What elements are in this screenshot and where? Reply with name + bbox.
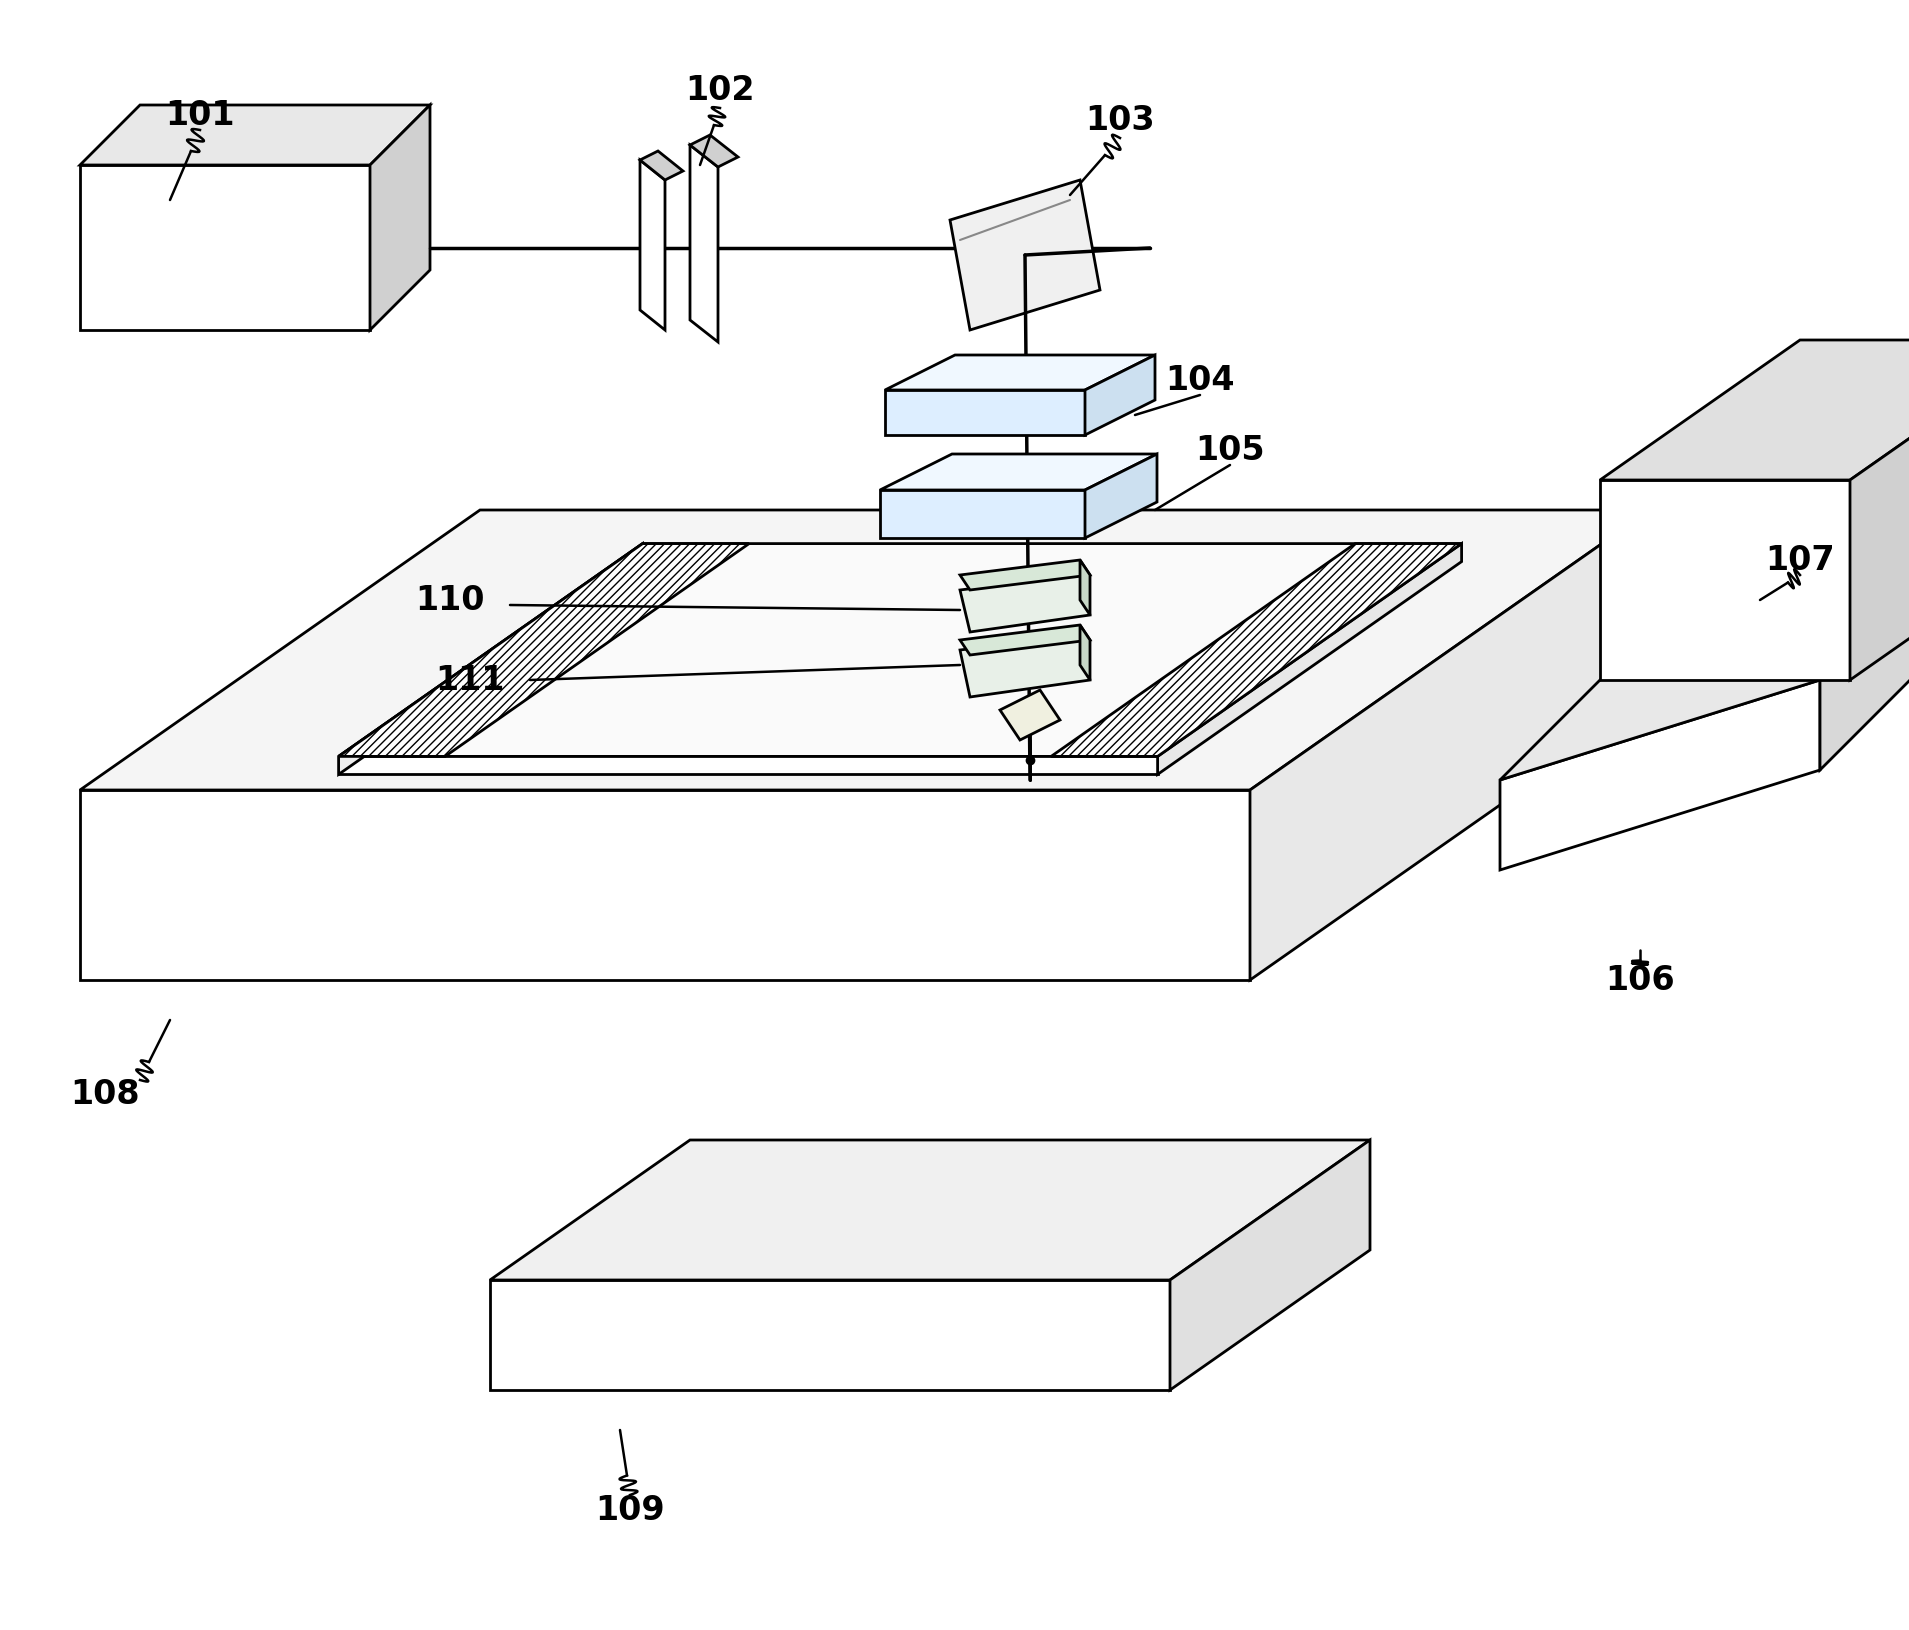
Polygon shape [960, 624, 1090, 655]
Polygon shape [1084, 355, 1155, 435]
Polygon shape [1052, 543, 1462, 756]
Text: 104: 104 [1164, 363, 1235, 396]
Polygon shape [1080, 624, 1090, 680]
Polygon shape [689, 135, 739, 166]
Text: 102: 102 [685, 73, 754, 106]
Polygon shape [491, 1139, 1371, 1280]
Polygon shape [1500, 680, 1819, 870]
Polygon shape [491, 1280, 1170, 1390]
Polygon shape [1170, 1139, 1371, 1390]
Polygon shape [1084, 455, 1157, 538]
Text: 101: 101 [166, 98, 235, 132]
Polygon shape [640, 160, 664, 329]
Polygon shape [880, 455, 1157, 491]
Polygon shape [960, 575, 1090, 632]
Polygon shape [1819, 561, 1909, 769]
Polygon shape [338, 543, 643, 774]
Polygon shape [886, 355, 1155, 390]
Polygon shape [1157, 543, 1462, 774]
Text: 110: 110 [416, 584, 485, 616]
Text: 106: 106 [1605, 963, 1674, 996]
Text: 103: 103 [1084, 103, 1155, 137]
Text: 107: 107 [1766, 543, 1835, 577]
Polygon shape [338, 543, 1462, 756]
Text: 105: 105 [1195, 434, 1266, 466]
Polygon shape [880, 491, 1084, 538]
Polygon shape [1600, 479, 1850, 680]
Polygon shape [689, 145, 718, 342]
Polygon shape [1500, 561, 1909, 781]
Polygon shape [80, 510, 1649, 791]
Text: 109: 109 [596, 1493, 664, 1527]
Polygon shape [338, 756, 1157, 774]
Polygon shape [80, 104, 430, 165]
Polygon shape [1080, 561, 1090, 615]
Polygon shape [960, 561, 1090, 590]
Polygon shape [1000, 689, 1059, 740]
Text: 111: 111 [435, 663, 504, 696]
Polygon shape [1250, 510, 1649, 980]
Polygon shape [640, 152, 683, 179]
Text: 108: 108 [71, 1079, 139, 1112]
Polygon shape [951, 179, 1100, 329]
Polygon shape [80, 791, 1250, 980]
Polygon shape [1850, 341, 1909, 680]
Polygon shape [338, 543, 748, 756]
Polygon shape [886, 390, 1084, 435]
Polygon shape [80, 165, 370, 329]
Polygon shape [1600, 341, 1909, 479]
Polygon shape [370, 104, 430, 329]
Polygon shape [960, 636, 1090, 698]
